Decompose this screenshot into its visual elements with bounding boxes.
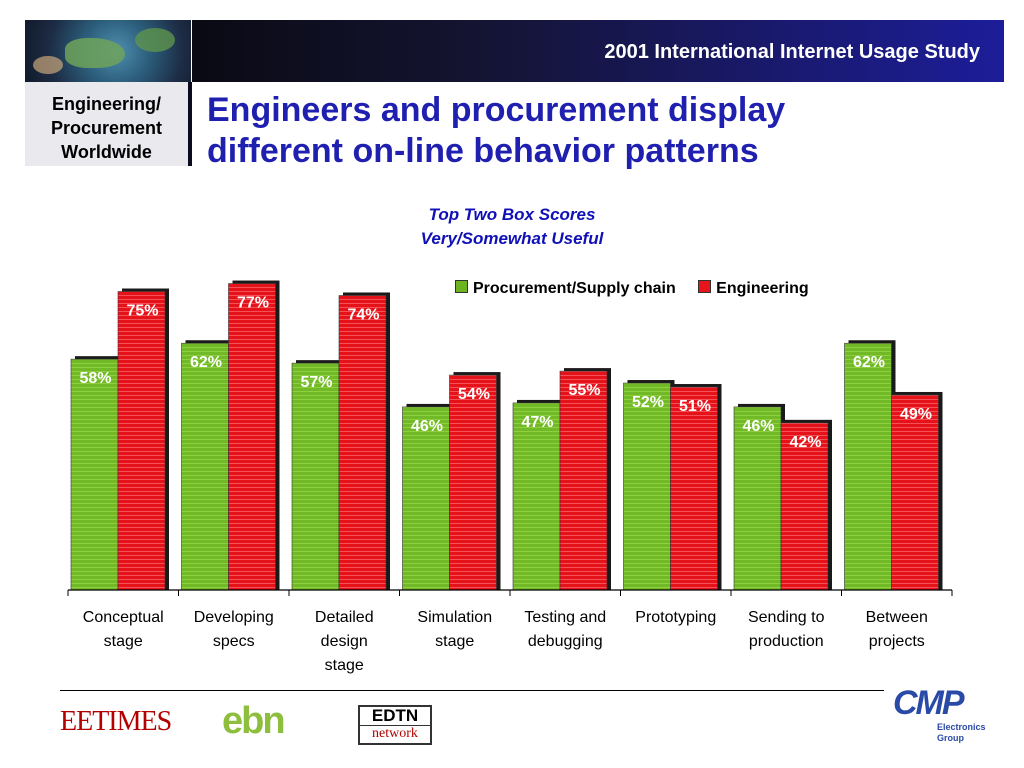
page-title-line: Engineers and procurement display: [207, 91, 786, 129]
cmp-logo-text: CMP: [893, 684, 965, 722]
bar-procurement: [402, 406, 450, 591]
category-label: Sending to: [748, 609, 825, 626]
data-label: 74%: [347, 306, 379, 323]
category-label: Prototyping: [635, 609, 716, 626]
cmp-logo-sub-line: Group: [937, 733, 964, 743]
bar-engineering: [780, 422, 829, 591]
category-label: stage: [435, 633, 474, 650]
bar-procurement: [733, 406, 782, 591]
section-label-line: Procurement: [50, 118, 163, 138]
bar-procurement: [70, 358, 119, 591]
data-label: 46%: [742, 418, 774, 435]
bar-engineering: [228, 283, 276, 591]
section-label-line: Worldwide: [61, 142, 152, 162]
bar-engineering: [891, 394, 939, 591]
category-label: design: [321, 633, 368, 650]
page-title: Engineers and procurement display differ…: [207, 90, 987, 172]
data-label: 77%: [237, 295, 269, 312]
legend-swatch: [698, 280, 712, 293]
edtn-logo-bottom: network: [360, 725, 430, 741]
data-label: 51%: [679, 398, 711, 415]
section-label: Engineering/ Procurement Worldwide: [25, 92, 188, 164]
bar-procurement: [844, 342, 892, 591]
data-label: 47%: [521, 414, 553, 431]
bar-engineering: [559, 370, 608, 591]
data-label: 57%: [300, 374, 332, 391]
section-label-box: Engineering/ Procurement Worldwide: [25, 82, 192, 166]
bar-procurement: [623, 382, 671, 591]
legend-label: Procurement/Supply chain: [473, 280, 676, 297]
data-label: 75%: [126, 303, 158, 320]
data-label: 42%: [789, 434, 821, 451]
category-label: Between: [866, 609, 928, 626]
chart-subtitle: Very/Somewhat Useful: [420, 229, 604, 248]
category-label: stage: [325, 657, 364, 674]
category-label: production: [749, 633, 824, 650]
category-label: Detailed: [315, 609, 374, 626]
chart-title: Top Two Box Scores: [428, 205, 596, 224]
data-label: 54%: [458, 386, 490, 403]
data-label: 49%: [900, 406, 932, 423]
legend-item-procurement: Procurement/Supply chain: [455, 280, 676, 298]
category-label: projects: [869, 633, 925, 650]
bar-engineering: [449, 374, 497, 591]
data-label: 62%: [190, 354, 222, 371]
bar-chart: 58% 75% Conceptual stage 62% 77% Developing spe…: [67, 280, 953, 674]
globe-image: [25, 20, 191, 82]
category-label: Conceptual: [83, 609, 164, 626]
legend-item-engineering: Engineering: [698, 280, 809, 298]
bar-engineering: [670, 386, 718, 591]
section-label-line: Engineering/: [51, 94, 161, 114]
edtn-logo-top: EDTN: [371, 706, 419, 725]
ebn-logo: ebn: [222, 700, 286, 742]
globe-landmass: [135, 28, 175, 52]
header-bar: 2001 International Internet Usage Study: [192, 20, 1004, 82]
data-label: 55%: [568, 382, 600, 399]
footer-divider: [60, 690, 884, 691]
edtn-logo: EDTN network: [358, 705, 432, 745]
cmp-logo-sub: Electronics Group: [937, 722, 986, 744]
page-title-line: different on-line behavior patterns: [207, 132, 759, 170]
category-label: Developing: [194, 609, 274, 626]
bar-procurement: [181, 342, 229, 591]
cmp-logo-sub-line: Electronics: [937, 722, 986, 732]
bar-engineering: [117, 291, 166, 591]
study-title: 2001 International Internet Usage Study: [604, 41, 980, 63]
bar-procurement: [512, 402, 561, 591]
globe-landmass: [33, 56, 63, 74]
category-label: stage: [104, 633, 143, 650]
category-label: specs: [213, 633, 255, 650]
bar-engineering: [338, 295, 387, 591]
cmp-logo: CMP Electronics Group: [893, 684, 987, 743]
data-label: 58%: [79, 370, 111, 387]
bar-procurement: [291, 362, 340, 591]
legend-label: Engineering: [716, 280, 809, 297]
data-label: 46%: [411, 418, 443, 435]
chart-legend: Procurement/Supply chain Engineering: [455, 280, 827, 298]
data-label: 52%: [632, 394, 664, 411]
eetimes-logo: EETIMES: [60, 706, 172, 737]
category-label: Simulation: [417, 609, 492, 626]
globe-landmass: [65, 38, 125, 68]
legend-swatch: [455, 280, 468, 293]
data-label: 62%: [853, 354, 885, 371]
category-label: Testing and: [524, 609, 606, 626]
category-label: debugging: [528, 633, 603, 650]
